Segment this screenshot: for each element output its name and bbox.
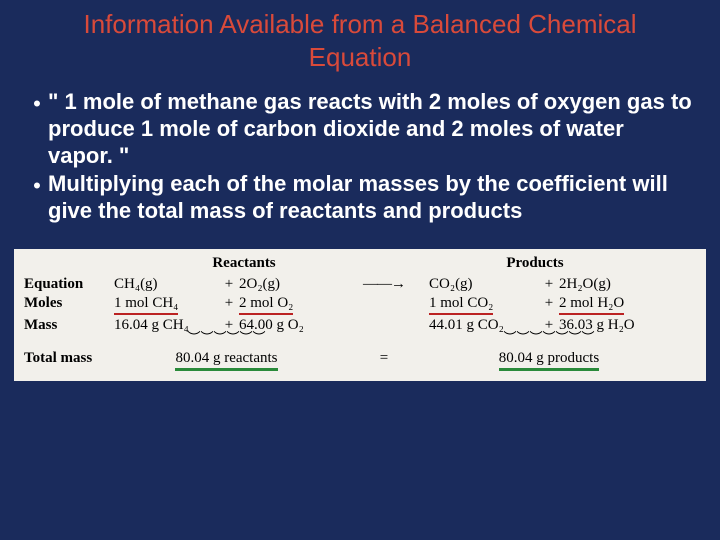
header-reactants: Reactants	[114, 255, 374, 272]
equals-sign: =	[339, 350, 429, 367]
eq-p2: 2H₂O(g)	[559, 276, 669, 293]
brace-icon: ︶︶︶︶︶︶︶	[429, 334, 669, 342]
row-label: Moles	[24, 295, 114, 312]
bullet-item: • Multiplying each of the molar masses b…	[26, 171, 694, 225]
figure-headers: Reactants Products	[24, 255, 696, 272]
bullet-text: Multiplying each of the molar masses by …	[48, 171, 694, 225]
moles-r1: 1 mol CH₄	[114, 295, 178, 315]
moles-r2: 2 mol O₂	[239, 295, 293, 315]
eq-r2: 2O₂(g)	[239, 276, 339, 293]
plus-icon: +	[219, 276, 239, 293]
bullet-marker: •	[26, 171, 48, 225]
eq-p1: CO₂(g)	[429, 276, 539, 293]
row-total: Total mass 80.04 g reactants = 80.04 g p…	[24, 350, 696, 371]
row-equation: Equation CH₄(g) + 2O₂(g) ——→ CO₂(g) + 2H…	[24, 276, 696, 293]
header-products: Products	[374, 255, 696, 272]
total-reactants: 80.04 g reactants	[175, 350, 277, 371]
bullet-marker: •	[26, 89, 48, 169]
row-moles: Moles 1 mol CH₄ + 2 mol O₂ 1 mol CO₂ + 2…	[24, 295, 696, 315]
plus-icon: +	[539, 295, 559, 312]
plus-icon: +	[539, 276, 559, 293]
slide-title: Information Available from a Balanced Ch…	[0, 0, 720, 85]
plus-icon: +	[219, 295, 239, 312]
brace-icon: ︶︶︶︶︶︶	[114, 334, 339, 342]
row-label: Mass	[24, 317, 114, 334]
moles-p2: 2 mol H₂O	[559, 295, 624, 315]
arrow-icon: ——→	[339, 276, 429, 293]
row-mass: Mass 16.04 g CH₄ + 64.00 g O₂ 44.01 g CO…	[24, 317, 696, 334]
bullet-item: • " 1 mole of methane gas reacts with 2 …	[26, 89, 694, 169]
equation-figure: Reactants Products Equation CH₄(g) + 2O₂…	[14, 249, 706, 381]
eq-r1: CH₄(g)	[114, 276, 219, 293]
bullet-text: " 1 mole of methane gas reacts with 2 mo…	[48, 89, 694, 169]
moles-p1: 1 mol CO₂	[429, 295, 493, 315]
row-label: Total mass	[24, 350, 114, 367]
bullet-list: • " 1 mole of methane gas reacts with 2 …	[0, 85, 720, 237]
row-label: Equation	[24, 276, 114, 293]
brace-row: ︶︶︶︶︶︶ ︶︶︶︶︶︶︶	[24, 334, 696, 342]
total-products: 80.04 g products	[499, 350, 599, 371]
